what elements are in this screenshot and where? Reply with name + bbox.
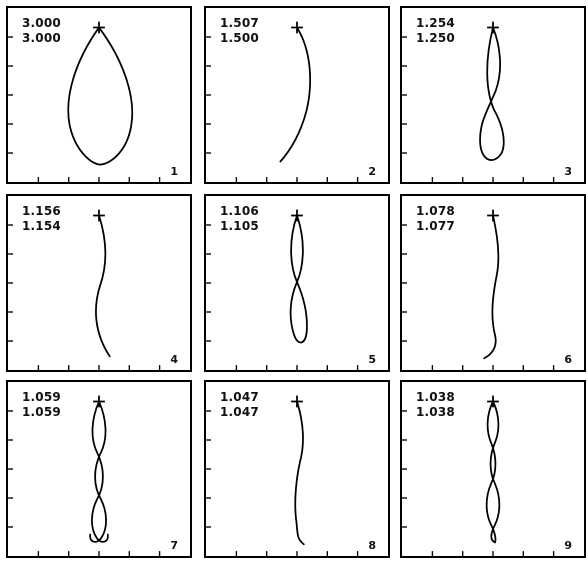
panel-8-number: 8 — [368, 539, 376, 552]
panel-5-number: 5 — [368, 353, 376, 366]
panel-5-value-top: 1.106 — [220, 204, 259, 218]
panel-4-curve-1 — [95, 214, 111, 358]
panel-3-curve-1 — [479, 26, 505, 161]
panel-6-number: 6 — [564, 353, 572, 366]
panel-7-value-bottom: 1.059 — [22, 405, 61, 419]
panel-4: 1.156 1.154 4 — [6, 194, 192, 372]
panel-2-value-top: 1.507 — [220, 16, 259, 30]
panel-1-plot — [8, 21, 161, 182]
panel-2: 1.507 1.500 2 — [204, 6, 390, 184]
panel-9-curve-1 — [489, 400, 501, 544]
panel-4-start-marker — [93, 209, 105, 222]
panel-8-value-top: 1.047 — [220, 390, 259, 404]
panel-2-value-bottom: 1.500 — [220, 31, 259, 45]
panel-6: 1.078 1.077 6 — [400, 194, 586, 372]
panel-7-plot — [8, 395, 161, 556]
panel-3-start-marker — [487, 21, 499, 34]
panel-1: 3.000 3.000 1 — [6, 6, 192, 184]
panel-6-value-bottom: 1.077 — [416, 219, 455, 233]
panel-1-start-marker — [93, 21, 105, 34]
panel-1-value-top: 3.000 — [22, 16, 61, 30]
panel-6-value-top: 1.078 — [416, 204, 455, 218]
panel-8-curve-1 — [294, 400, 305, 546]
panel-6-curve-1 — [483, 214, 500, 360]
panel-8-plot — [206, 395, 359, 556]
panel-7-curve-1 — [89, 400, 107, 543]
panel-3-value-top: 1.254 — [416, 16, 455, 30]
panel-1-value-bottom: 3.000 — [22, 31, 61, 45]
panel-9-curve-2 — [485, 400, 497, 544]
panel-9-value-bottom: 1.038 — [416, 405, 455, 419]
panel-4-value-top: 1.156 — [22, 204, 61, 218]
panel-3-number: 3 — [564, 165, 572, 178]
panel-2-start-marker — [291, 21, 303, 34]
panel-6-start-marker — [487, 209, 499, 222]
panel-2-plot — [206, 21, 359, 182]
panel-8-value-bottom: 1.047 — [220, 405, 259, 419]
panel-9: 1.038 1.038 9 — [400, 380, 586, 558]
panel-8-start-marker — [291, 395, 303, 408]
panel-3-value-bottom: 1.250 — [416, 31, 455, 45]
panel-2-number: 2 — [368, 165, 376, 178]
panel-5-value-bottom: 1.105 — [220, 219, 259, 233]
panel-3: 1.254 1.250 3 — [400, 6, 586, 184]
panel-7: 1.059 1.059 7 — [6, 380, 192, 558]
panel-1-curve-1 — [67, 26, 134, 166]
panel-9-value-top: 1.038 — [416, 390, 455, 404]
panel-9-number: 9 — [564, 539, 572, 552]
panel-6-plot — [402, 209, 555, 370]
panel-9-start-marker — [487, 395, 499, 408]
panel-2-curve-1 — [279, 26, 311, 163]
panel-7-start-marker — [93, 395, 105, 408]
panel-5: 1.106 1.105 5 — [204, 194, 390, 372]
panel-9-plot — [402, 395, 555, 556]
panel-5-curve-1 — [289, 214, 308, 344]
panel-7-value-top: 1.059 — [22, 390, 61, 404]
panel-7-number: 7 — [170, 539, 178, 552]
panel-3-plot — [402, 21, 555, 182]
panel-5-start-marker — [291, 209, 303, 222]
panel-4-value-bottom: 1.154 — [22, 219, 61, 233]
panel-8: 1.047 1.047 8 — [204, 380, 390, 558]
panel-4-plot — [8, 209, 161, 370]
panel-7-curve-2 — [91, 400, 109, 543]
panel-5-plot — [206, 209, 359, 370]
panel-4-number: 4 — [170, 353, 178, 366]
panel-1-number: 1 — [170, 165, 178, 178]
